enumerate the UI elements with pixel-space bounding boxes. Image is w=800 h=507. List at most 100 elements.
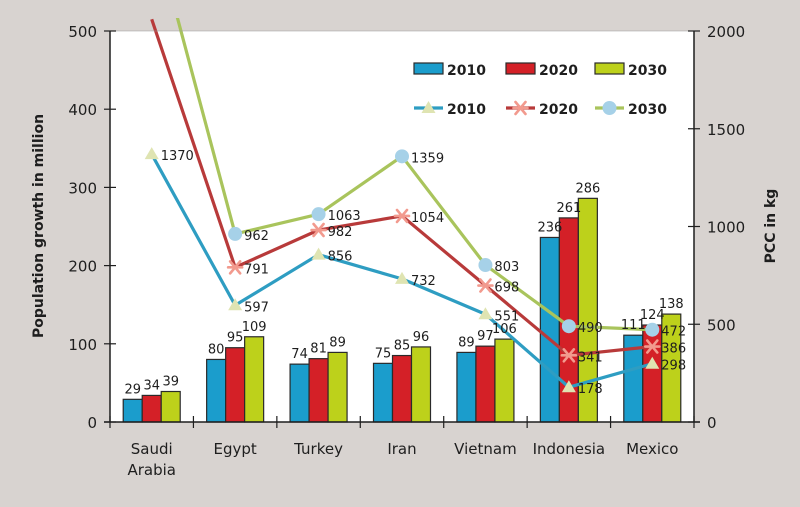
line-value-label: 962 bbox=[244, 229, 269, 244]
marker-2010-6 bbox=[645, 356, 660, 369]
bar-value-label: 39 bbox=[162, 375, 179, 390]
line-value-label: 698 bbox=[494, 281, 519, 296]
y-right-tick-label: 2000 bbox=[707, 23, 745, 41]
y-left-tick-label: 0 bbox=[87, 414, 97, 432]
y-left-tick-label: 100 bbox=[68, 336, 97, 354]
line-value-label: 386 bbox=[661, 342, 686, 357]
legend-bar-label: 2020 bbox=[539, 63, 578, 79]
bar-value-label: 89 bbox=[458, 335, 475, 350]
line-value-label: 1359 bbox=[411, 151, 444, 166]
bar-value-label: 236 bbox=[537, 220, 562, 235]
x-tick-label: Turkey bbox=[293, 440, 343, 458]
bar-value-label: 106 bbox=[492, 322, 517, 337]
legend-bar-swatch-2010 bbox=[413, 62, 444, 75]
bar-value-label: 138 bbox=[659, 297, 684, 312]
bar-2020-4 bbox=[475, 345, 496, 423]
marker-2010-5 bbox=[561, 380, 576, 393]
line-value-label: 178 bbox=[578, 382, 603, 397]
bar-value-label: 95 bbox=[227, 331, 244, 346]
bar-2020-0 bbox=[141, 394, 162, 423]
bar-2030-1 bbox=[244, 336, 265, 423]
marker-2030-1 bbox=[228, 226, 243, 241]
bar-value-label: 75 bbox=[375, 346, 392, 361]
marker-2030-5 bbox=[561, 319, 576, 334]
x-tick-label: Iran bbox=[387, 440, 416, 458]
marker-2010-4 bbox=[478, 307, 493, 320]
line-value-label: 982 bbox=[328, 225, 353, 240]
line-value-label: 551 bbox=[494, 309, 519, 324]
bar-2010-1 bbox=[206, 358, 227, 423]
legend-bar-label: 2010 bbox=[447, 63, 486, 79]
bar-2020-1 bbox=[225, 347, 246, 423]
marker-2020-1 bbox=[226, 260, 244, 275]
markers-layer bbox=[144, 147, 661, 393]
legend-marker-2030 bbox=[602, 101, 617, 115]
bar-value-label: 111 bbox=[621, 318, 646, 333]
bar-2030-2 bbox=[327, 351, 348, 423]
bar-value-label: 80 bbox=[208, 342, 225, 357]
labels-layer: 29 80 74 75 89 236 111 34 95 81 85 97 261 124 39 109 89 9… bbox=[124, 149, 686, 397]
line-value-label: 791 bbox=[244, 262, 269, 277]
marker-2030-3 bbox=[395, 149, 409, 164]
y-left-tick-label: 200 bbox=[68, 258, 97, 276]
legend-bar-label: 2030 bbox=[628, 63, 667, 79]
line-value-label: 298 bbox=[661, 359, 686, 374]
line-value-label: 1054 bbox=[411, 211, 444, 226]
x-tick-label: Mexico bbox=[626, 440, 678, 458]
bar-2010-4 bbox=[456, 351, 477, 423]
bar-value-label: 29 bbox=[124, 382, 141, 397]
x-tick-label: Arabia bbox=[127, 461, 176, 479]
x-tick-label: Indonesia bbox=[533, 440, 606, 458]
marker-2020-5 bbox=[560, 348, 578, 363]
bar-value-label: 85 bbox=[394, 339, 411, 354]
marker-2030-2 bbox=[311, 207, 326, 222]
y-left-tick-label: 400 bbox=[68, 101, 97, 119]
bar-2030-0 bbox=[160, 390, 181, 423]
x-tick-label: Egypt bbox=[214, 440, 257, 458]
bars-layer bbox=[122, 197, 682, 423]
bar-value-label: 34 bbox=[143, 378, 160, 393]
y-right-tick-label: 0 bbox=[707, 414, 717, 432]
legend-bar-swatch-2020 bbox=[505, 62, 536, 75]
legend-marker-2020 bbox=[512, 100, 529, 116]
bar-value-label: 109 bbox=[242, 320, 267, 335]
marker-2030-6 bbox=[645, 322, 660, 337]
bar-2020-6 bbox=[642, 324, 663, 423]
x-tick-label: Saudi bbox=[131, 440, 173, 458]
bar-2010-2 bbox=[289, 363, 310, 423]
marker-2030-4 bbox=[478, 258, 493, 273]
line-value-label: 732 bbox=[411, 274, 436, 289]
legend-line-label: 2010 bbox=[447, 102, 486, 118]
marker-2020-3 bbox=[393, 208, 411, 224]
bar-value-label: 89 bbox=[329, 335, 346, 350]
bar-2030-4 bbox=[494, 338, 515, 423]
bar-value-label: 96 bbox=[413, 330, 430, 345]
bar-value-label: 124 bbox=[640, 308, 665, 323]
marker-2010-2 bbox=[311, 247, 326, 260]
y-axis-left-title: Population growth in million bbox=[31, 114, 47, 338]
x-tick-label: Vietnam bbox=[454, 440, 517, 458]
legend-marker-2010 bbox=[421, 101, 436, 113]
line-value-label: 490 bbox=[578, 321, 603, 336]
y-right-tick-label: 1500 bbox=[707, 121, 745, 139]
line-value-label: 1063 bbox=[328, 209, 361, 224]
y-left-tick-label: 500 bbox=[68, 23, 97, 41]
bar-2020-2 bbox=[308, 358, 329, 423]
y-right-tick-label: 1000 bbox=[707, 219, 745, 237]
bar-2020-3 bbox=[391, 354, 413, 423]
y-right-tick-label: 500 bbox=[707, 316, 736, 334]
bar-value-label: 74 bbox=[291, 347, 308, 362]
legend-line-label: 2030 bbox=[628, 102, 667, 118]
bar-value-label: 81 bbox=[310, 342, 327, 357]
bar-value-label: 261 bbox=[556, 201, 581, 216]
marker-2020-6 bbox=[643, 339, 661, 354]
line-value-label: 472 bbox=[661, 325, 686, 340]
bar-2030-3 bbox=[410, 346, 432, 423]
bar-value-label: 97 bbox=[477, 329, 494, 344]
line-value-label: 341 bbox=[578, 350, 603, 365]
legend: 2010 2020 2030 2010 2020 2030 bbox=[413, 62, 667, 118]
line-value-label: 803 bbox=[494, 260, 519, 275]
marker-2010-3 bbox=[395, 271, 409, 284]
line-value-label: 1370 bbox=[161, 149, 194, 164]
